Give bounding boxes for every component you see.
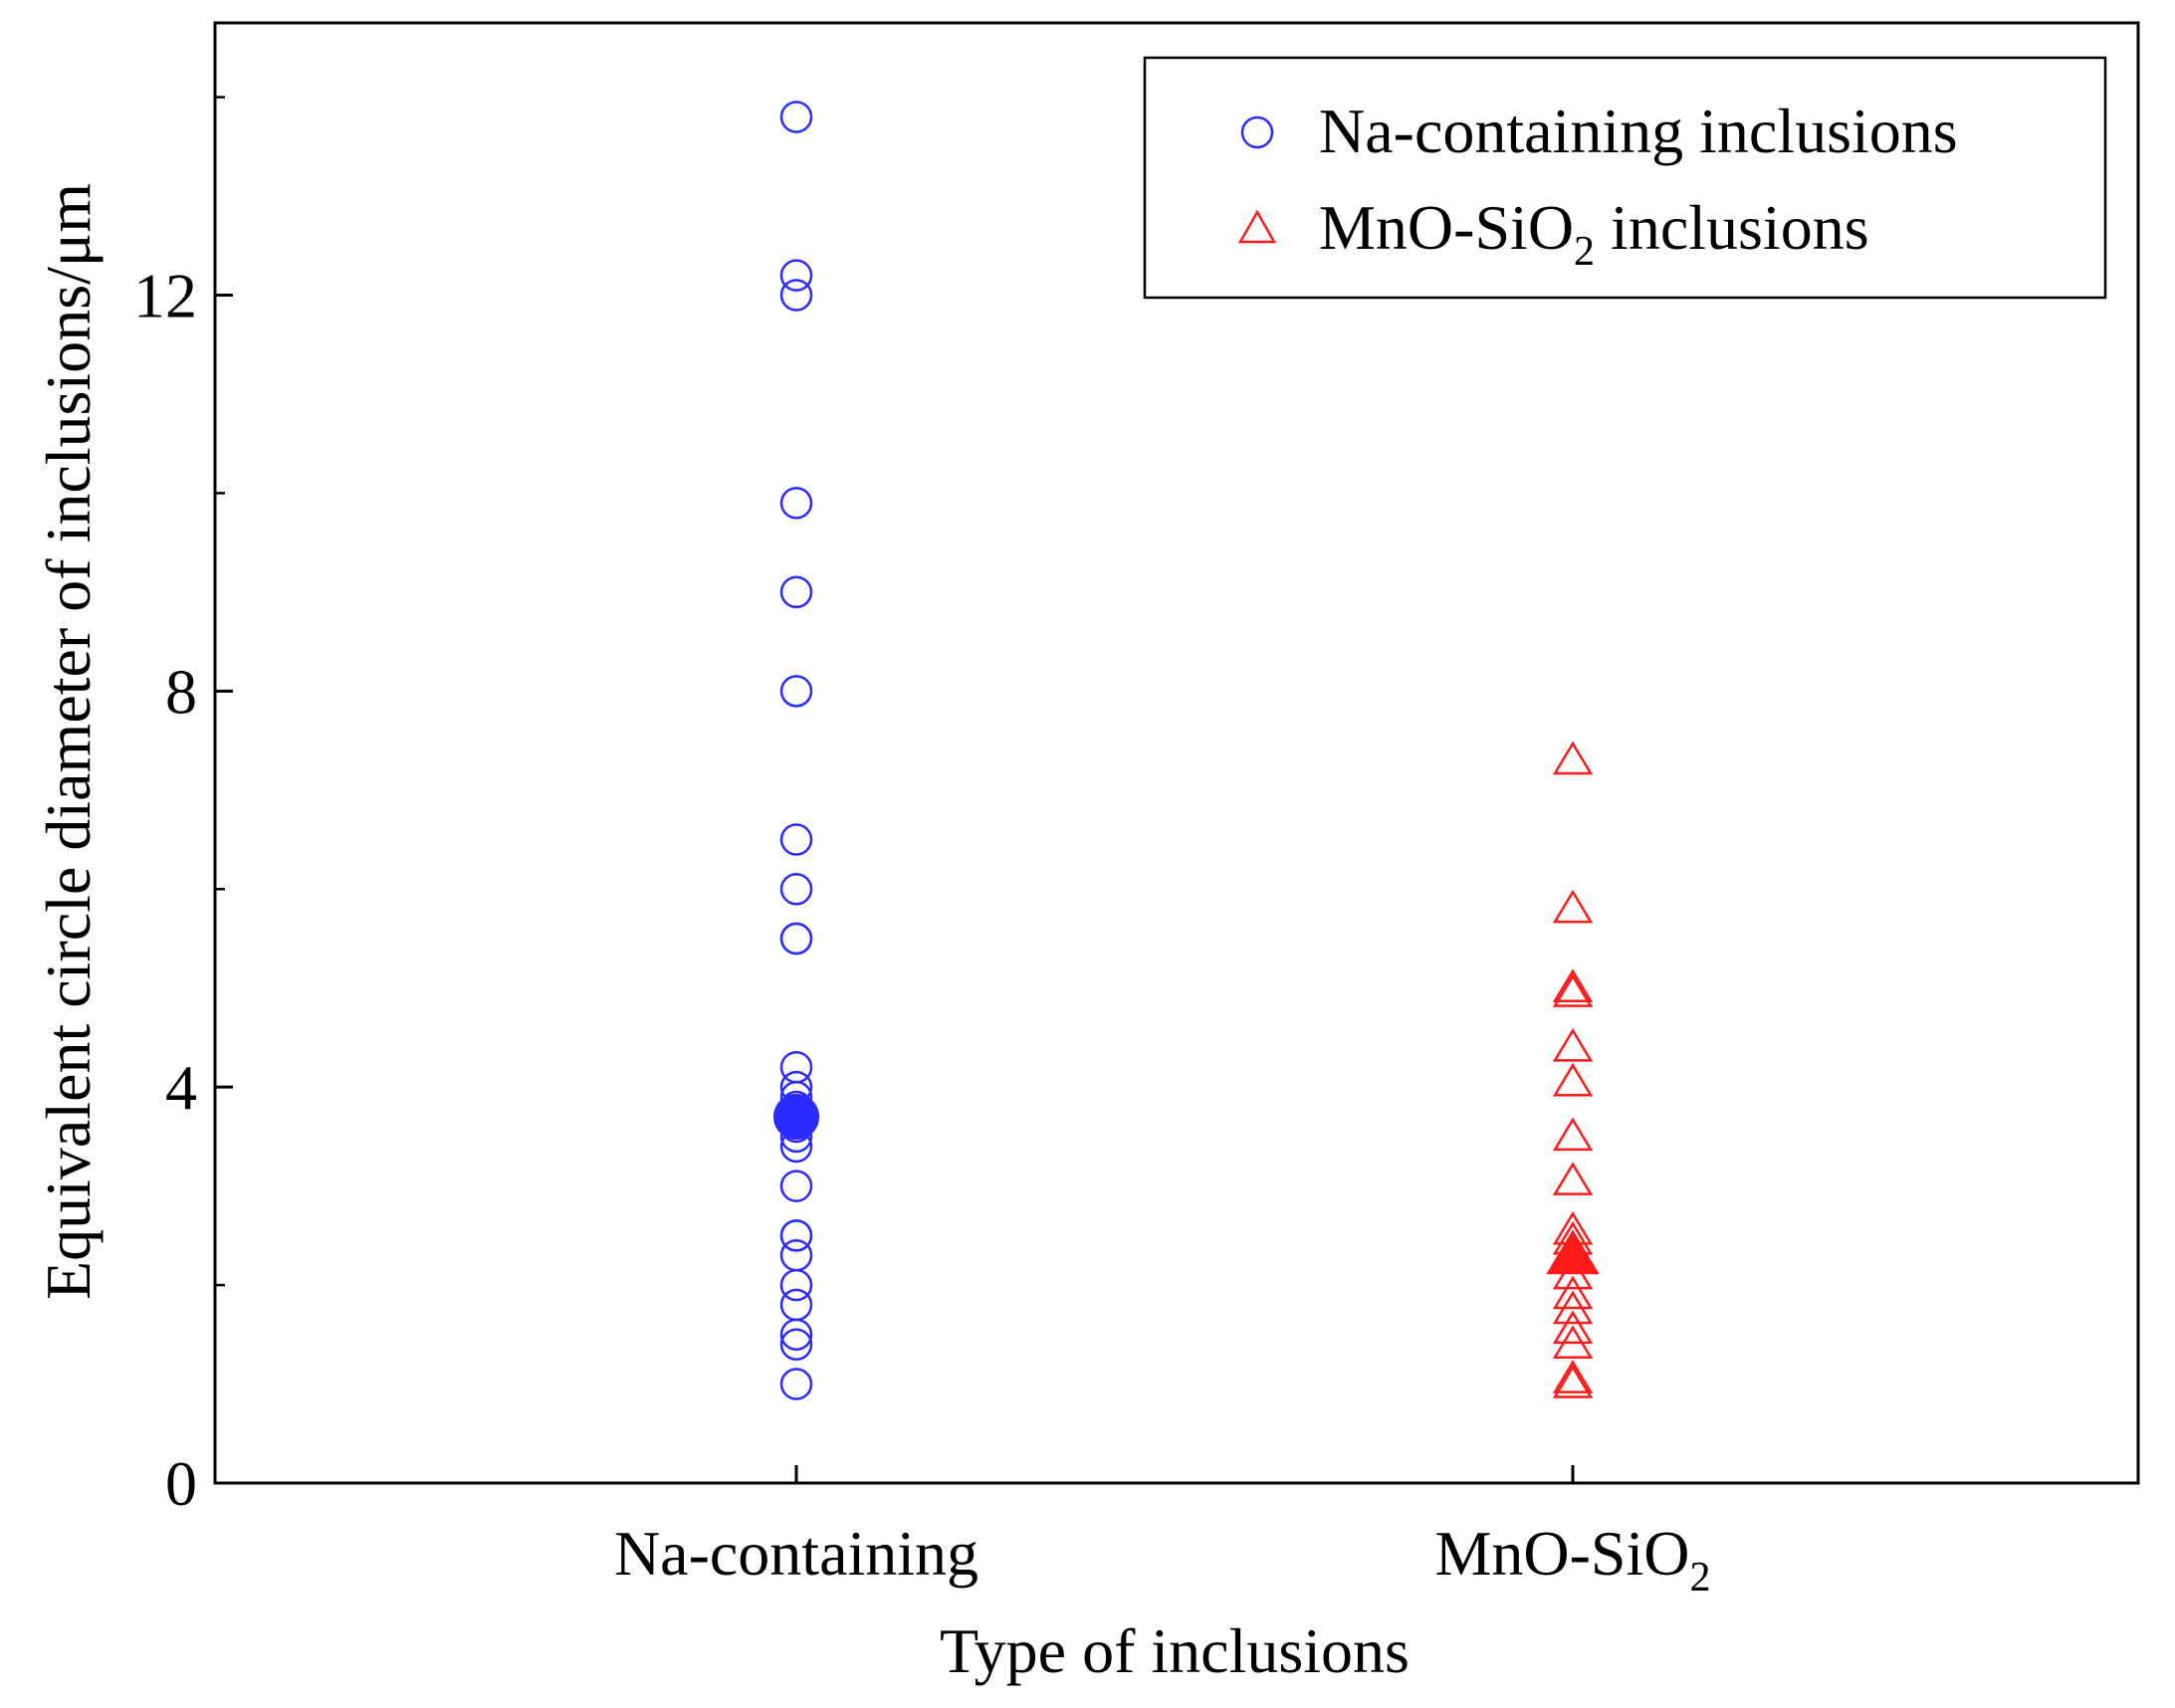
legend: Na-containing inclusions MnO-SiO2 inclus… — [1143, 56, 2107, 300]
point-0-26 — [779, 1368, 813, 1400]
legend-marker-na — [1240, 115, 1274, 149]
point-1-4 — [1552, 1027, 1594, 1062]
x-tick-label-1: MnO-SiO2 — [1434, 1518, 1710, 1601]
point-1-0 — [1552, 741, 1594, 775]
point-1-14 — [1552, 1310, 1594, 1345]
legend-label-mno-main: MnO-SiO — [1319, 192, 1574, 263]
point-1-1 — [1552, 889, 1594, 924]
point-0-5 — [779, 675, 813, 708]
legend-marker-mno — [1237, 209, 1277, 244]
mean-marker-1 — [1546, 1229, 1600, 1275]
y-tick-label-2: 8 — [165, 656, 197, 727]
legend-label-na: Na-containing inclusions — [1319, 96, 1958, 166]
point-0-25 — [779, 1328, 813, 1362]
point-0-9 — [779, 922, 813, 956]
point-1-6 — [1552, 1117, 1594, 1152]
point-0-0 — [779, 101, 813, 133]
point-1-15 — [1552, 1325, 1594, 1360]
point-1-12 — [1552, 1275, 1594, 1310]
point-0-18 — [779, 1170, 813, 1202]
mean-marker-0 — [773, 1094, 819, 1141]
point-1-7 — [1552, 1162, 1594, 1195]
y-tick-label-0: 0 — [165, 1448, 197, 1519]
legend-label-mno: MnO-SiO2 inclusions — [1319, 192, 1869, 275]
point-0-21 — [779, 1238, 813, 1272]
point-1-3 — [1552, 973, 1594, 1007]
y-tick-label-3: 12 — [133, 261, 197, 331]
point-1-17 — [1552, 1365, 1594, 1398]
legend-label-mno-sub: 2 — [1574, 229, 1595, 275]
y-tick-label-1: 4 — [165, 1052, 197, 1123]
point-0-3 — [779, 487, 813, 520]
point-0-22 — [779, 1268, 813, 1302]
point-1-5 — [1552, 1062, 1594, 1097]
point-0-1 — [779, 259, 813, 292]
legend-label-mno-tail: inclusions — [1595, 192, 1869, 263]
x-axis-ticks: Na-containing MnO-SiO2 — [614, 1465, 1711, 1601]
point-0-6 — [779, 823, 813, 856]
point-1-2 — [1552, 968, 1594, 1002]
point-0-7 — [779, 873, 813, 906]
plot-frame — [213, 21, 2140, 1485]
x-axis-title: Type of inclusions — [940, 1615, 1410, 1686]
y-axis-ticks: 0 4 8 12 — [133, 96, 233, 1519]
point-1-13 — [1552, 1290, 1594, 1325]
point-0-24 — [779, 1318, 813, 1352]
legend-frame — [1143, 56, 2107, 300]
y-axis-title: Equivalent circle diameter of inclusions… — [33, 183, 104, 1300]
point-0-4 — [779, 575, 813, 609]
point-0-23 — [779, 1288, 813, 1322]
point-1-16 — [1552, 1360, 1594, 1393]
data-marks — [773, 101, 1600, 1400]
point-0-20 — [779, 1219, 813, 1252]
point-0-2 — [779, 279, 813, 312]
x-tick-label-0: Na-containing — [614, 1518, 979, 1589]
